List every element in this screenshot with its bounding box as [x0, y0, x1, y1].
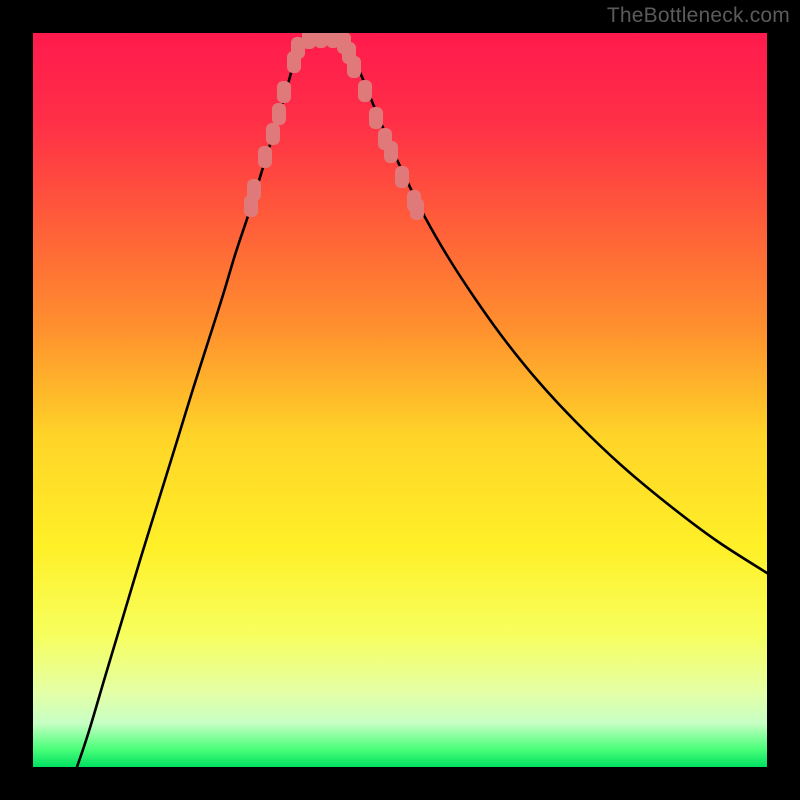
watermark-text: TheBottleneck.com [607, 4, 790, 28]
data-marker [384, 141, 398, 163]
data-marker [314, 26, 328, 48]
data-marker [369, 107, 383, 129]
data-marker [395, 166, 409, 188]
data-marker [258, 146, 272, 168]
data-marker [266, 123, 280, 145]
data-marker [302, 27, 316, 49]
data-marker [272, 103, 286, 125]
data-marker [410, 198, 424, 220]
plot-svg [0, 0, 800, 800]
data-marker [347, 56, 361, 78]
data-marker [277, 81, 291, 103]
plot-background [33, 33, 767, 767]
data-marker [247, 179, 261, 201]
bottleneck-plot: TheBottleneck.com [0, 0, 800, 800]
data-marker [358, 80, 372, 102]
